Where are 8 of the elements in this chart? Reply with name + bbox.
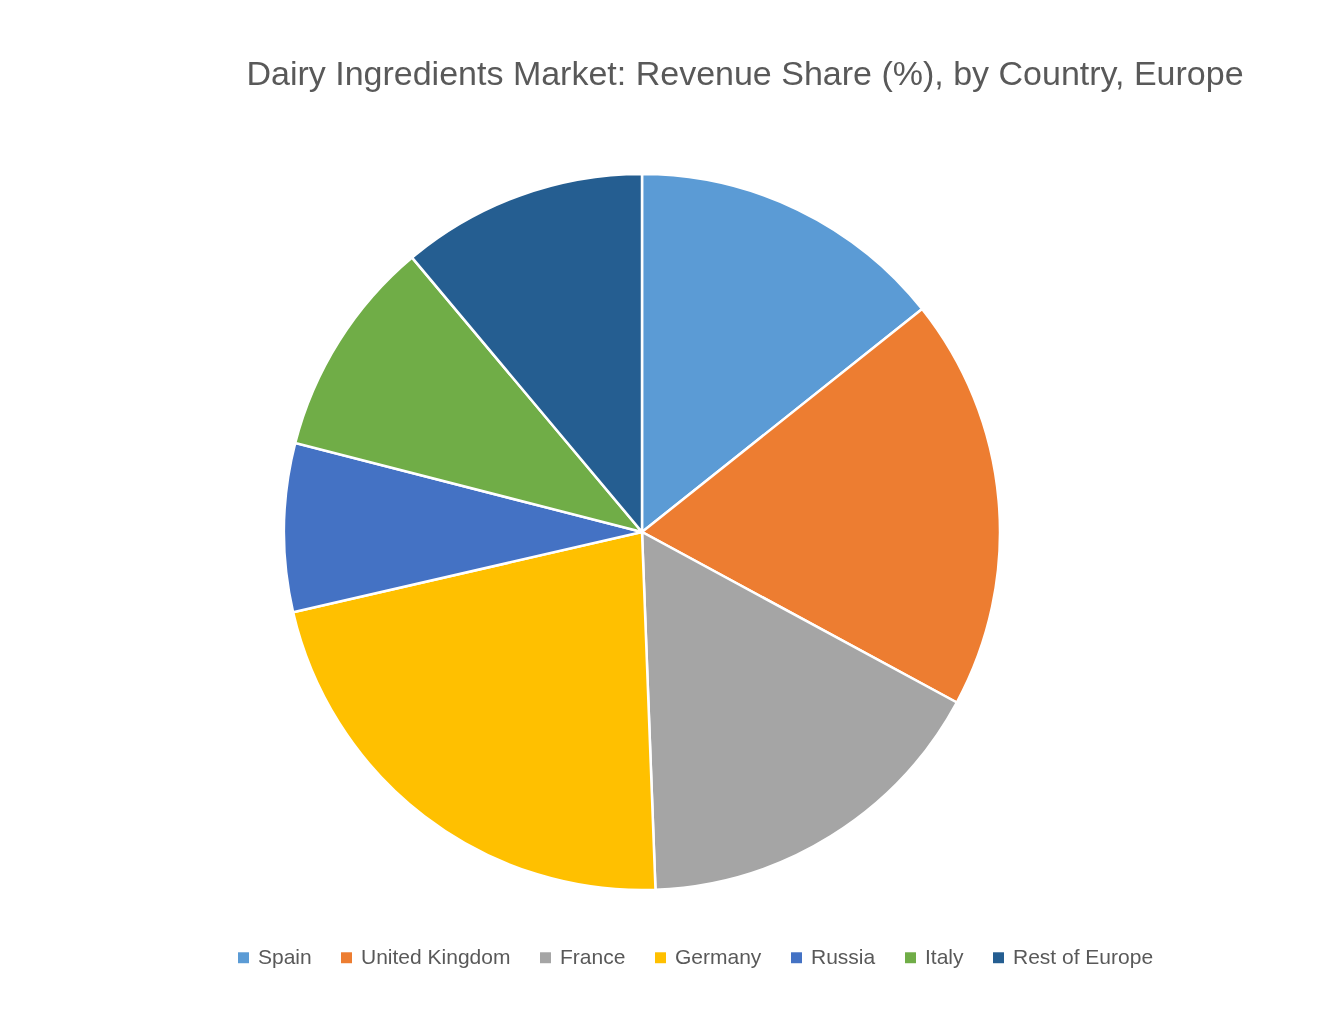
legend-label: France bbox=[560, 944, 626, 968]
legend-label: Russia bbox=[811, 944, 876, 968]
legend-label: Italy bbox=[925, 944, 965, 968]
legend-label: United Kingdom bbox=[361, 944, 511, 968]
legend-label: Rest of Europe bbox=[1013, 944, 1154, 968]
legend-label: Germany bbox=[675, 944, 762, 968]
chart-title: Dairy Ingredients Market: Revenue Share (%), by Country, Europe bbox=[246, 54, 1244, 92]
legend-label: Spain bbox=[258, 944, 312, 968]
